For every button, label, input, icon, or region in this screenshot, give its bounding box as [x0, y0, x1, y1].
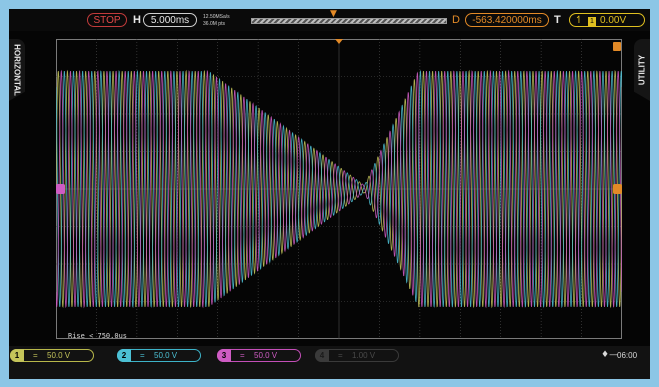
top-status-bar: STOP H 5.000ms 12.50MSa/s 36.0M pts ▼ D …: [9, 9, 650, 31]
channel-3-indicator[interactable]: 3 = 50.0 V: [217, 349, 301, 362]
memory-depth-text: 36.0M pts: [203, 21, 225, 27]
trigger-level-marker-icon: [613, 184, 622, 194]
utility-menu-tab[interactable]: UTILITY: [634, 39, 650, 101]
channel-4-scale: 1.00 V: [352, 351, 376, 360]
trigger-position-marker-icon: ▼: [330, 9, 337, 19]
delay-label: D: [452, 14, 460, 26]
ch3-offset-marker-icon: [56, 184, 65, 194]
horizontal-menu-tab[interactable]: HORIZONTAL: [9, 39, 25, 101]
horizontal-label: H: [133, 14, 141, 26]
trigger-label: T: [554, 14, 561, 26]
channel-1-indicator[interactable]: 1 = 50.0 V: [10, 349, 94, 362]
channel-4-coupling: =: [338, 351, 343, 360]
oscilloscope-screen: STOP H 5.000ms 12.50MSa/s 36.0M pts ▼ D …: [9, 9, 650, 379]
trigger-field[interactable]: ↿ 1 0.00V: [569, 13, 645, 27]
bottom-channel-bar: 1 = 50.0 V 2 = 50.0 V 3 = 50.0 V 4 = 1.0…: [9, 346, 650, 379]
channel-2-number: 2: [117, 349, 131, 362]
channel-2-trace: [56, 69, 622, 309]
channel-4-indicator[interactable]: 4 = 1.00 V: [315, 349, 399, 362]
channel-3-coupling: =: [240, 351, 245, 360]
horizontal-tab-label: HORIZONTAL: [12, 44, 22, 96]
run-stop-button[interactable]: STOP: [87, 13, 127, 27]
sample-rate-text: 12.50MSa/s: [203, 14, 230, 20]
delay-marker-icon: [613, 42, 621, 51]
channel-3-scale: 50.0 V: [254, 351, 278, 360]
channel-1-number: 1: [10, 349, 24, 362]
usb-icon: ♦—: [601, 350, 619, 360]
waveform-display: [56, 39, 622, 339]
channel-1-coupling: =: [33, 351, 38, 360]
memory-position-bar[interactable]: [251, 18, 447, 24]
channel-2-coupling: =: [140, 351, 145, 360]
channel-3-trace: [56, 69, 622, 309]
channel-2-indicator[interactable]: 2 = 50.0 V: [117, 349, 201, 362]
waveform-traces: [56, 69, 622, 309]
utility-tab-label: UTILITY: [637, 54, 647, 86]
channel-1-trace: [56, 69, 622, 309]
delay-field[interactable]: -563.420000ms: [465, 13, 549, 27]
channel-2-scale: 50.0 V: [154, 351, 178, 360]
trigger-position-marker-icon: [335, 39, 343, 44]
trigger-level-text: 0.00V: [600, 15, 627, 26]
trigger-channel-badge: 1: [588, 17, 596, 26]
rise-time-readout: Rise < 750.0us: [68, 332, 128, 340]
channel-4-number: 4: [315, 349, 329, 362]
channel-1-scale: 50.0 V: [47, 351, 71, 360]
rising-edge-icon: ↿: [574, 15, 584, 26]
display-markers: [56, 39, 622, 194]
channel-3-number: 3: [217, 349, 231, 362]
timebase-field[interactable]: 5.000ms: [143, 13, 197, 27]
system-clock: 06:00: [617, 351, 638, 360]
